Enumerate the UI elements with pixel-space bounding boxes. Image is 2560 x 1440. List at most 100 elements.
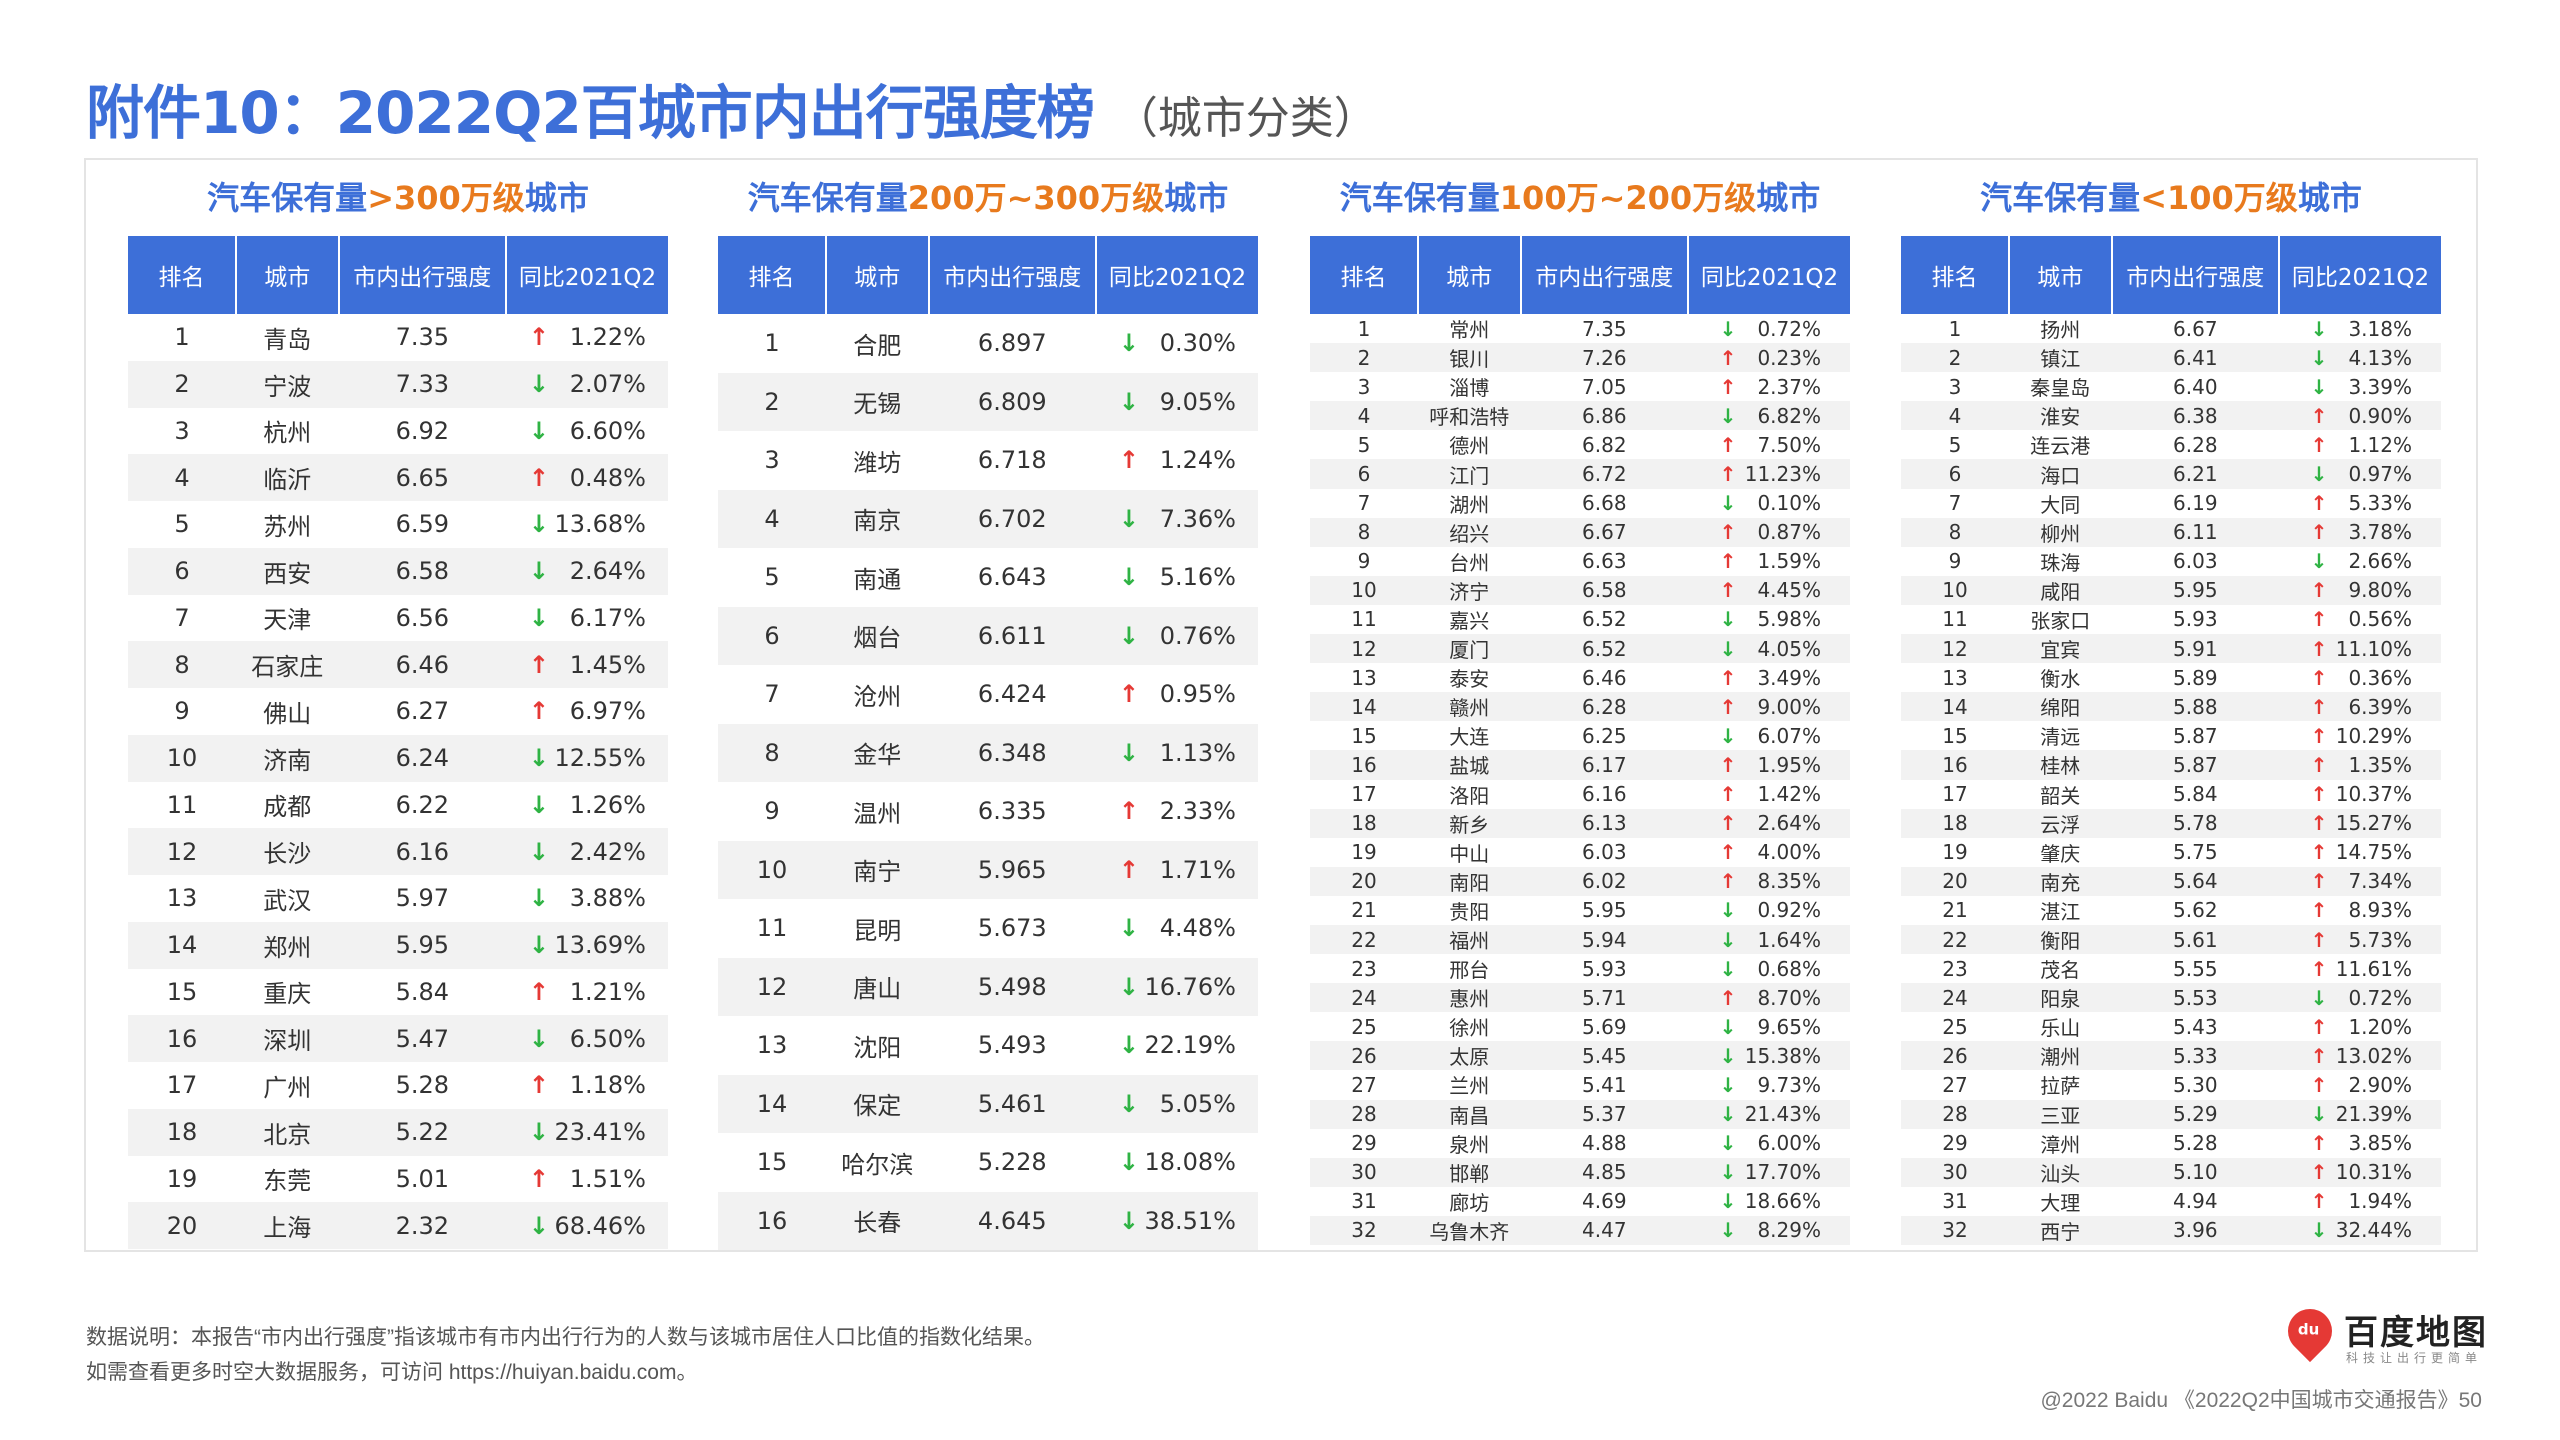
yoy-cell: ↓ 1.13%	[1095, 723, 1258, 782]
city-cell: 大理	[2040, 1190, 2081, 1215]
table-row: 8 石家庄 6.46 ↑ 1.45%	[128, 641, 668, 688]
city-cell: 南充	[2009, 866, 2112, 896]
arrow-down-icon: ↓	[2310, 1218, 2328, 1243]
yoy-value: 18.08%	[1144, 1148, 1236, 1177]
yoy-value: 10.29%	[2335, 723, 2412, 748]
rank-cell: 4	[718, 489, 826, 548]
arrow-up-icon: ↑	[2310, 956, 2328, 981]
rank-cell: 15	[1942, 723, 1968, 748]
city-cell: 赣州	[1418, 692, 1521, 722]
yoy-cell: ↑ 5.33%	[2279, 489, 2441, 518]
intensity-cell: 6.03	[2173, 549, 2218, 574]
yoy-value: 22.19%	[1144, 1031, 1236, 1060]
table-row: 5 德州 6.82 ↑ 7.50%	[1310, 430, 1850, 459]
yoy-cell: ↓ 13.68%	[506, 501, 668, 548]
rank-cell: 26	[1310, 1041, 1418, 1071]
intensity-cell: 5.75	[2173, 840, 2218, 865]
yoy-value: 3.85%	[2348, 1131, 2412, 1156]
rank-cell: 16	[1310, 750, 1418, 780]
rank-cell: 30	[1901, 1157, 2009, 1187]
intensity-cell: 6.16	[1582, 782, 1627, 807]
table-row: 4 南京 6.702 ↓ 7.36%	[718, 489, 1258, 548]
city-cell: 深圳	[236, 1015, 339, 1062]
yoy-cell: ↑ 5.73%	[2278, 924, 2441, 955]
yoy-value: 9.65%	[1757, 1014, 1821, 1039]
city-cell: 温州	[853, 799, 902, 828]
table-row: 9 台州 6.63 ↑ 1.59%	[1310, 547, 1850, 576]
yoy-value: 5.16%	[1159, 563, 1236, 592]
yoy-cell: ↑ 2.37%	[1688, 372, 1850, 401]
city-cell: 洛阳	[1449, 783, 1490, 808]
yoy-value: 13.68%	[554, 510, 646, 539]
page-title-text: 附件10：2022Q2百城市内出行强度榜	[86, 79, 1095, 147]
rank-cell: 22	[1901, 924, 2009, 955]
arrow-up-icon: ↑	[1118, 446, 1140, 475]
rank-cell: 32	[1310, 1215, 1418, 1245]
table-row: 10 南宁 5.965 ↑ 1.71%	[718, 840, 1258, 899]
header-intensity: 市内出行强度	[1520, 236, 1689, 314]
intensity-cell: 6.65	[338, 454, 506, 501]
yoy-cell: ↓ 1.26%	[506, 782, 668, 829]
yoy-value: 7.36%	[1159, 504, 1236, 533]
arrow-up-icon: ↑	[2310, 520, 2328, 545]
rank-cell: 4	[1310, 401, 1418, 431]
arrow-down-icon: ↓	[2310, 1102, 2328, 1127]
table-row: 6 海口 6.21 ↓ 0.97%	[1901, 459, 2441, 489]
table-row: 11 昆明 5.673 ↓ 4.48%	[718, 899, 1258, 958]
rank-cell: 15	[756, 1148, 788, 1177]
table-row: 13 衡水 5.89 ↑ 0.36%	[1901, 663, 2441, 692]
arrow-down-icon: ↓	[1719, 898, 1737, 923]
table-row: 1 常州 7.35 ↓ 0.72%	[1310, 314, 1850, 343]
table-row: 30 汕头 5.10 ↑ 10.31%	[1901, 1157, 2441, 1187]
yoy-value: 1.13%	[1159, 738, 1236, 767]
yoy-value: 1.22%	[569, 323, 646, 352]
yoy-cell: ↑ 0.56%	[2279, 605, 2441, 634]
ranking-table: 排名 城市 市内出行强度 同比2021Q2 1 扬州 6.67 ↓ 3.18% 2 镇江 6.41 ↓ 4…	[1901, 236, 2441, 1245]
arrow-down-icon: ↓	[528, 510, 550, 539]
city-cell: 邯郸	[1418, 1157, 1521, 1187]
intensity-cell: 5.71	[1520, 983, 1688, 1013]
yoy-value: 6.50%	[569, 1024, 646, 1053]
intensity-cell: 6.24	[338, 734, 506, 782]
rank-cell: 20	[1310, 866, 1418, 896]
table-header-row: 排名 城市 市内出行强度 同比2021Q2	[1901, 236, 2441, 314]
intensity-cell: 5.97	[395, 884, 449, 913]
yoy-value: 10.37%	[2335, 782, 2412, 807]
arrow-up-icon: ↑	[1719, 694, 1737, 719]
table-row: 11 成都 6.22 ↓ 1.26%	[128, 782, 668, 829]
city-cell: 重庆	[263, 980, 312, 1009]
intensity-cell: 6.82	[1582, 432, 1627, 457]
arrow-up-icon: ↑	[2310, 723, 2328, 748]
city-cell: 江门	[1418, 459, 1521, 489]
yoy-value: 2.37%	[1757, 374, 1821, 399]
city-cell: 乌鲁木齐	[1418, 1215, 1521, 1245]
yoy-value: 8.70%	[1757, 985, 1821, 1010]
yoy-cell: ↓ 5.05%	[1095, 1074, 1258, 1133]
yoy-cell: ↑ 14.75%	[2279, 838, 2441, 867]
city-cell: 中山	[1449, 841, 1490, 866]
yoy-value: 18.66%	[1744, 1189, 1821, 1214]
yoy-value: 2.66%	[2348, 549, 2412, 574]
table-row: 13 沈阳 5.493 ↓ 22.19%	[718, 1016, 1258, 1075]
city-cell: 宁波	[236, 360, 339, 408]
intensity-cell: 6.25	[1582, 723, 1627, 748]
table-row: 10 济宁 6.58 ↑ 4.45%	[1310, 575, 1850, 605]
map-pin-icon: du	[2278, 1299, 2342, 1363]
intensity-cell: 5.55	[2173, 956, 2218, 981]
city-cell: 潮州	[2009, 1041, 2112, 1071]
rank-cell: 10	[128, 734, 236, 782]
yoy-cell: ↑ 2.33%	[1096, 782, 1258, 841]
arrow-down-icon: ↓	[528, 744, 550, 773]
intensity-cell: 5.95	[2111, 575, 2279, 605]
rank-cell: 7	[1948, 491, 1962, 516]
rank-cell: 1	[1948, 316, 1962, 341]
yoy-value: 3.39%	[2348, 374, 2412, 399]
city-cell: 银川	[1418, 343, 1521, 373]
yoy-value: 6.60%	[569, 416, 646, 445]
intensity-cell: 6.41	[2111, 343, 2279, 373]
yoy-value: 38.51%	[1144, 1206, 1236, 1235]
intensity-cell: 5.01	[395, 1164, 449, 1193]
logo-pin-text: du	[2297, 1320, 2320, 1339]
yoy-value: 1.94%	[2348, 1189, 2412, 1214]
yoy-value: 23.41%	[554, 1118, 646, 1147]
